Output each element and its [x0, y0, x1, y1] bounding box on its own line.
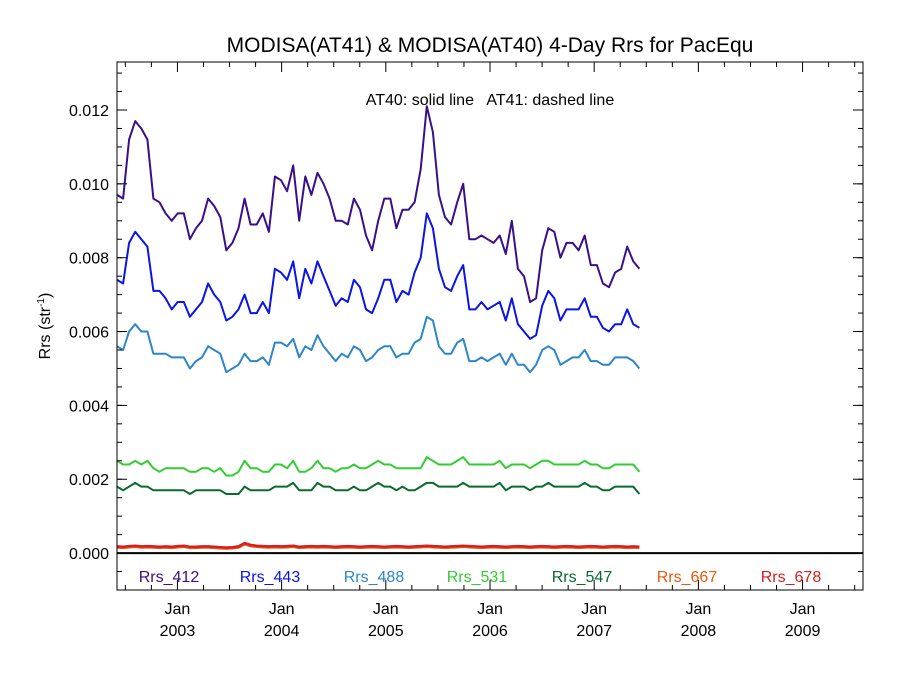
- plot-area: [116, 105, 863, 555]
- series-layer: [116, 105, 641, 550]
- y-tick-label: 0.002: [69, 472, 109, 489]
- y-tick-label: 0.012: [69, 103, 109, 120]
- series-line-rrs-531: [116, 456, 641, 477]
- legend-entry-rrs-488: Rrs_488: [344, 569, 405, 586]
- legend: Rrs_412 Rrs_443 Rrs_488 Rrs_531 Rrs_547 Rrs_6…: [139, 569, 822, 586]
- x-tick-label-month: Jan: [373, 601, 399, 618]
- x-tick-label-month: Jan: [165, 601, 191, 618]
- legend-entry-rrs-412: Rrs_412: [139, 569, 200, 586]
- x-tick-label-year: 2004: [264, 623, 300, 640]
- y-tick-label: 0.004: [69, 398, 109, 415]
- y-axis-label-close: ): [37, 293, 54, 298]
- x-tick-label-month: Jan: [269, 601, 295, 618]
- x-tick-label-month: Jan: [581, 601, 607, 618]
- x-tick-label-year: 2005: [368, 623, 404, 640]
- series-line-rrs-443: [116, 212, 640, 340]
- y-axis-label-superscript: -1: [36, 298, 47, 307]
- y-tick-labels: 0.000 0.002 0.004 0.006 0.008 0.010 0.012: [69, 103, 109, 563]
- x-tick-label-month: Jan: [790, 601, 816, 618]
- series-line-rrs-412: [116, 105, 641, 303]
- y-tick-label: 0.000: [69, 546, 109, 563]
- x-tick-label-year: 2003: [160, 623, 196, 640]
- line-style-annotation: AT40: solid line AT41: dashed line: [366, 92, 615, 109]
- x-tick-label-year: 2006: [472, 623, 508, 640]
- x-tick-label-month: Jan: [477, 601, 503, 618]
- y-axis-label-text: Rrs (str: [37, 306, 54, 359]
- x-tick-label-month: Jan: [685, 601, 711, 618]
- x-tick-labels: Jan 2003 Jan 2004 Jan 2005 Jan 2006 Jan 2007 Jan 20…: [160, 601, 821, 640]
- legend-entry-rrs-678: Rrs_678: [761, 569, 822, 586]
- legend-entry-rrs-443: Rrs_443: [240, 569, 301, 586]
- axis-ticks: [117, 62, 863, 591]
- y-tick-label: 0.010: [69, 177, 109, 194]
- series-line-rrs-547: [116, 481, 641, 495]
- legend-entry-rrs-547: Rrs_547: [552, 569, 613, 586]
- series-line-rrs-488: [116, 315, 641, 374]
- x-tick-label-year: 2009: [785, 623, 821, 640]
- legend-entry-rrs-531: Rrs_531: [447, 569, 508, 586]
- legend-entry-rrs-667: Rrs_667: [657, 569, 718, 586]
- series-line-rrs-678: [116, 541, 640, 549]
- y-tick-label: 0.006: [69, 325, 109, 342]
- x-tick-label-year: 2007: [576, 623, 612, 640]
- chart-title: MODISA(AT41) & MODISA(AT40) 4-Day Rrs fo…: [227, 34, 754, 57]
- y-axis-label: Rrs (str-1): [36, 293, 54, 360]
- x-tick-label-year: 2008: [681, 623, 717, 640]
- y-tick-label: 0.008: [69, 251, 109, 268]
